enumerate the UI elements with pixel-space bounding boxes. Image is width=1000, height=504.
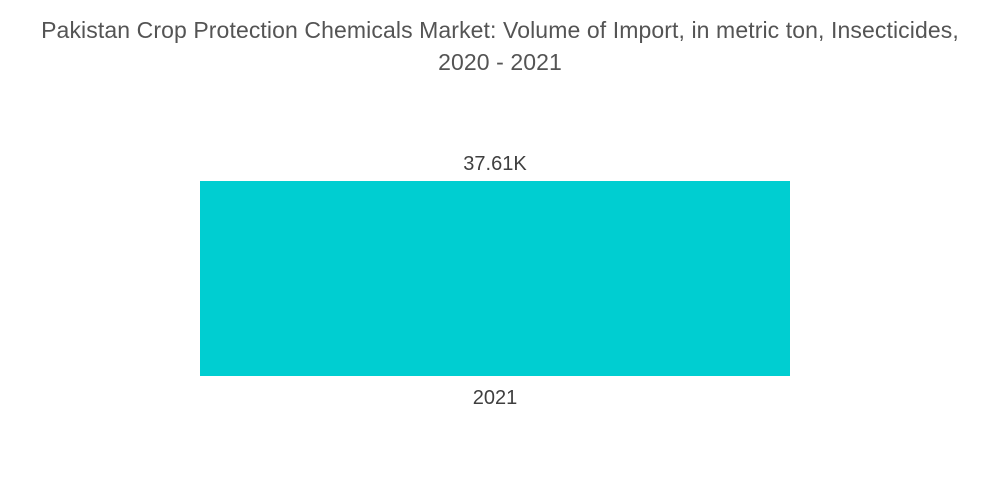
bar-2021 [200,181,790,376]
chart-title-line-1: Pakistan Crop Protection Chemicals Marke… [41,17,959,43]
labels-group: 37.61K 2021 [463,153,527,409]
x-tick-label-2021: 2021 [473,387,518,409]
chart-title-line-2: 2020 - 2021 [438,49,562,75]
data-label-2021: 37.61K [463,153,527,175]
chart-title: Pakistan Crop Protection Chemicals Marke… [0,14,1000,78]
bars-group [200,181,790,376]
